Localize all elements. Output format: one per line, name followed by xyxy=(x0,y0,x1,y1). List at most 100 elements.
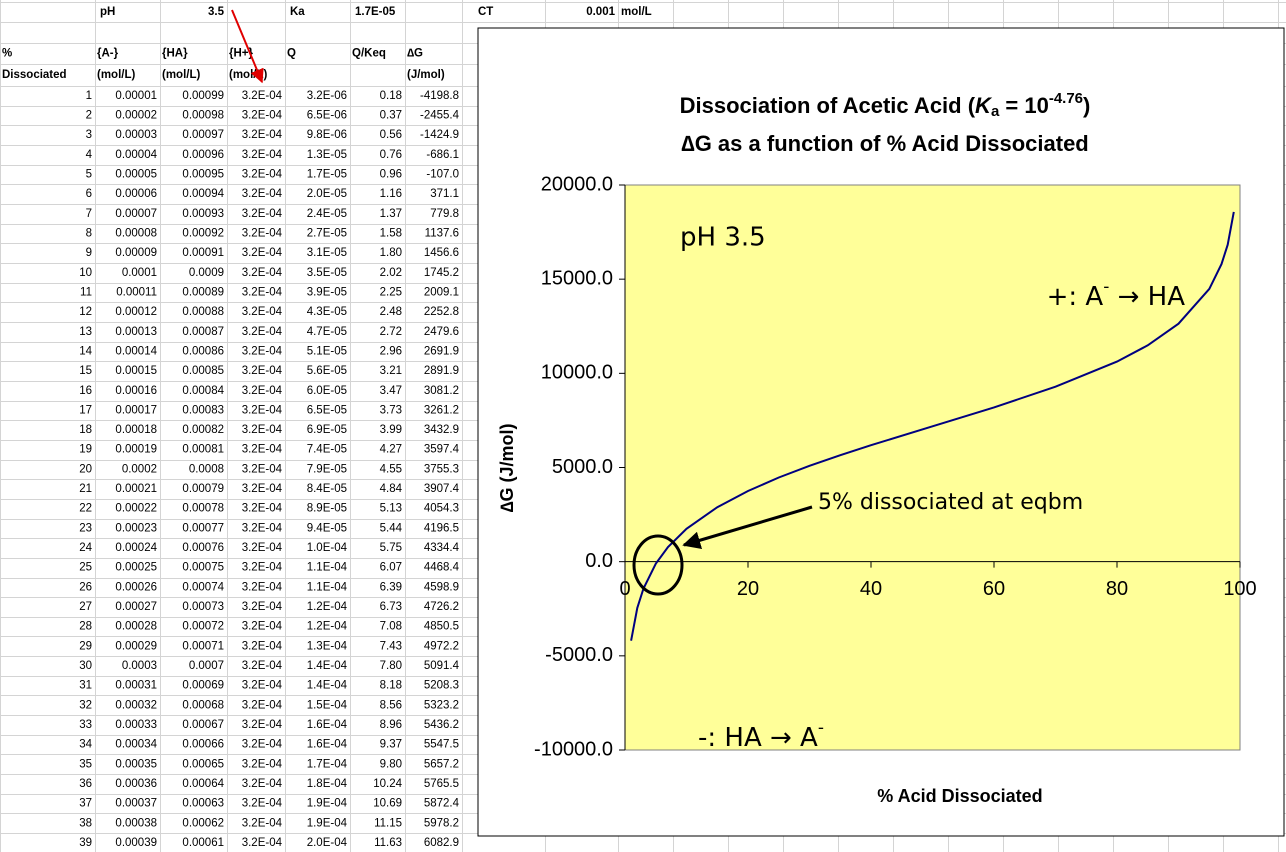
cell: 4.84 xyxy=(380,483,403,495)
cell: 5872.4 xyxy=(424,798,460,810)
cell: 2.0E-05 xyxy=(307,188,347,200)
cell: 0.76 xyxy=(380,149,402,161)
x-tick-label: 40 xyxy=(860,578,882,600)
cell: 1.9E-04 xyxy=(307,817,348,829)
cell: 0.00026 xyxy=(115,581,157,593)
title-part: ) xyxy=(1083,93,1090,118)
cell: 0.00013 xyxy=(115,326,157,338)
cell: 3.21 xyxy=(380,365,402,377)
cell: 6.5E-05 xyxy=(307,404,347,416)
cell: 0.00067 xyxy=(182,719,224,731)
cell: 3.73 xyxy=(380,404,402,416)
cell: 38 xyxy=(79,817,92,829)
cell: 24 xyxy=(79,542,92,554)
cell: 0.00093 xyxy=(182,208,224,220)
cell: 5.44 xyxy=(380,522,403,534)
cell: 2.72 xyxy=(380,326,402,338)
cell: 3.5E-05 xyxy=(307,267,347,279)
cell: 0.0009 xyxy=(189,267,224,279)
cell: 0.00003 xyxy=(115,129,157,141)
cell: 33 xyxy=(79,719,92,731)
chart-title: Dissociation of Acetic Acid (Ka = 10-4.7… xyxy=(680,90,1091,120)
cell: 13 xyxy=(79,326,92,338)
cell: 0.00016 xyxy=(115,385,157,397)
title-part: Dissociation of Acetic Acid ( xyxy=(680,93,976,118)
cell: 0.00096 xyxy=(182,149,224,161)
cell: 0.00024 xyxy=(115,542,157,554)
cell: 18 xyxy=(79,424,92,436)
cell: 0.00079 xyxy=(182,483,224,495)
y-tick-label: 5000.0 xyxy=(552,456,613,478)
cell: 3.99 xyxy=(380,424,402,436)
cell: 36 xyxy=(79,778,92,790)
header-cell: % xyxy=(2,48,12,60)
cell: 4196.5 xyxy=(424,522,459,534)
cell: 7.4E-05 xyxy=(307,444,347,456)
cell: 25 xyxy=(79,562,92,574)
header-cell: (mol/L) xyxy=(162,69,200,81)
cell: 3.1E-05 xyxy=(307,247,347,259)
cell: 9.80 xyxy=(380,758,402,770)
cell: CT xyxy=(478,6,493,18)
cell: 0.00097 xyxy=(182,129,224,141)
cell: 0.0003 xyxy=(122,660,157,672)
cell: 2891.9 xyxy=(424,365,459,377)
x-tick-label: 0 xyxy=(619,578,630,600)
cell: 3.2E-04 xyxy=(242,345,283,357)
cell: 1.0E-04 xyxy=(307,542,348,554)
cell: 3.2E-04 xyxy=(242,699,283,711)
cell: pH xyxy=(100,6,115,18)
header-cell: {A-} xyxy=(97,48,119,60)
cell: 22 xyxy=(79,503,92,515)
cell: 7.43 xyxy=(380,640,402,652)
cell: 0.00031 xyxy=(115,680,157,692)
cell: 17 xyxy=(79,404,92,416)
cell: 19 xyxy=(79,444,92,456)
cell: 5.75 xyxy=(380,542,402,554)
cell: 29 xyxy=(79,640,92,652)
cell: 0.00017 xyxy=(115,404,157,416)
cell: 1.7E-04 xyxy=(307,758,348,770)
cell: 0.00036 xyxy=(115,778,157,790)
cell: 3.2E-04 xyxy=(242,129,283,141)
cell: 3.2E-04 xyxy=(242,817,283,829)
cell: 4 xyxy=(86,149,93,161)
cell: 9.8E-06 xyxy=(307,129,347,141)
x-tick-label: 60 xyxy=(983,578,1005,600)
cell: 3.47 xyxy=(380,385,402,397)
title-part: -4.76 xyxy=(1049,90,1083,107)
cell: 3.2E-04 xyxy=(242,306,283,318)
title-part: a xyxy=(991,103,1000,120)
cell: 0.0008 xyxy=(189,463,224,475)
cell: 23 xyxy=(79,522,92,534)
cell: 0.00066 xyxy=(182,739,224,751)
cell: 3.2E-04 xyxy=(242,581,283,593)
chart: Dissociation of Acetic Acid (Ka = 10-4.7… xyxy=(477,27,1285,837)
cell: 5978.2 xyxy=(424,817,459,829)
cell: 1.9E-04 xyxy=(307,798,348,810)
cell: 3.5 xyxy=(208,6,225,18)
cell: 4.27 xyxy=(380,444,402,456)
cell: 0.00098 xyxy=(182,110,224,122)
cell: 8.96 xyxy=(380,719,402,731)
cell: 0.00025 xyxy=(115,562,157,574)
cell: 8.56 xyxy=(380,699,402,711)
cell: 1.7E-05 xyxy=(307,169,347,181)
cell: 28 xyxy=(79,621,92,633)
y-tick-label: 20000.0 xyxy=(541,173,613,195)
cell: 3.2E-04 xyxy=(242,169,283,181)
cell: 0.00094 xyxy=(182,188,224,200)
pointer-arrow xyxy=(682,505,813,550)
cell: 0.001 xyxy=(586,6,615,18)
header-cell: ∆G xyxy=(407,48,423,60)
cell: 7 xyxy=(86,208,92,220)
cell: 0.00076 xyxy=(182,542,224,554)
cell: 0.00001 xyxy=(115,90,157,102)
header-cell: {HA} xyxy=(162,48,188,60)
cell: 1.4E-04 xyxy=(307,660,348,672)
cell: 0.00081 xyxy=(182,444,224,456)
cell: 0.00006 xyxy=(115,188,157,200)
cell: 7.80 xyxy=(380,660,402,672)
x-tick-label: 100 xyxy=(1223,578,1256,600)
cell: 0.00087 xyxy=(182,326,224,338)
